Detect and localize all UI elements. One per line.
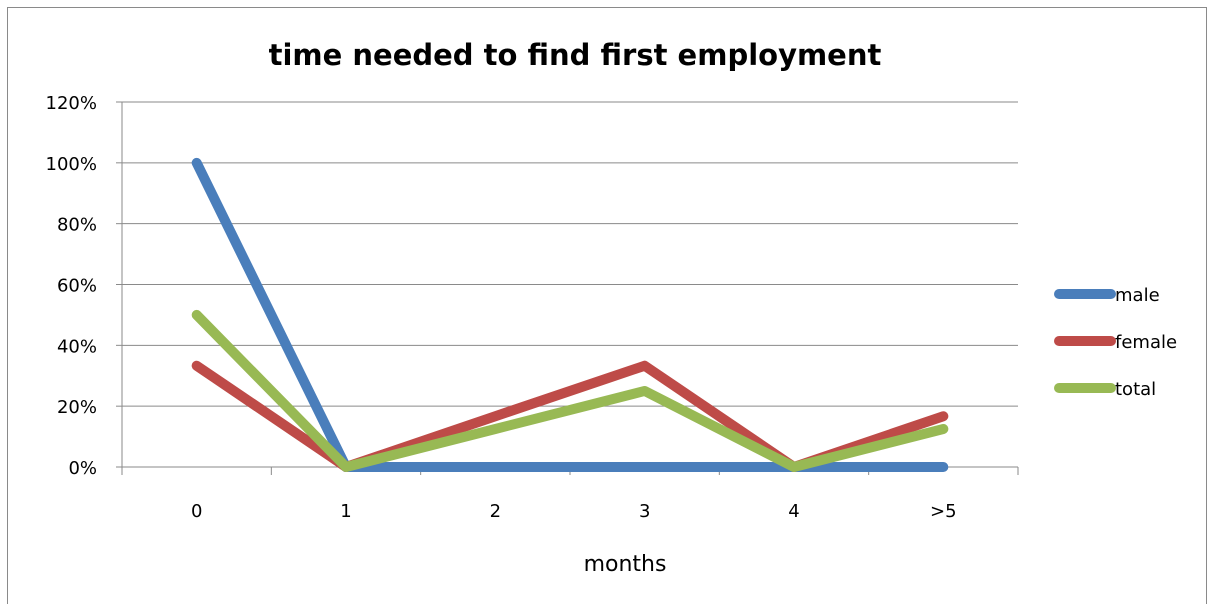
x-axis-label: months: [584, 552, 667, 577]
y-tick-label: 20%: [57, 397, 97, 418]
y-tick-label: 0%: [68, 458, 97, 479]
legend-label-total: total: [1115, 379, 1156, 400]
x-tick-label: >5: [930, 501, 957, 522]
y-tick-label: 60%: [57, 276, 97, 297]
x-axis: 0 1 2 3 4 >5: [121, 102, 1019, 522]
chart-title: time needed to find first employment: [269, 38, 882, 72]
chart-frame: [7, 7, 1207, 604]
legend: male female total: [1054, 285, 1177, 400]
series-lines: [191, 157, 949, 472]
x-tick-label: 1: [340, 501, 351, 522]
x-tick-label: 4: [788, 501, 799, 522]
y-tick-label: 120%: [46, 93, 97, 114]
series-line-male: [191, 157, 949, 472]
gridlines: [122, 101, 1018, 407]
x-tick-label: 3: [639, 501, 650, 522]
y-tick-label: 100%: [46, 154, 97, 175]
legend-label-female: female: [1115, 332, 1177, 353]
x-tick-label: 0: [191, 501, 202, 522]
x-tick-label: 2: [490, 501, 501, 522]
legend-label-male: male: [1115, 285, 1160, 306]
y-tick-label: 40%: [57, 336, 97, 357]
series-line-total: [191, 309, 949, 472]
y-axis-ticks: 0% 20% 40% 60% 80% 100% 120%: [46, 93, 122, 479]
y-tick-label: 80%: [57, 215, 97, 236]
